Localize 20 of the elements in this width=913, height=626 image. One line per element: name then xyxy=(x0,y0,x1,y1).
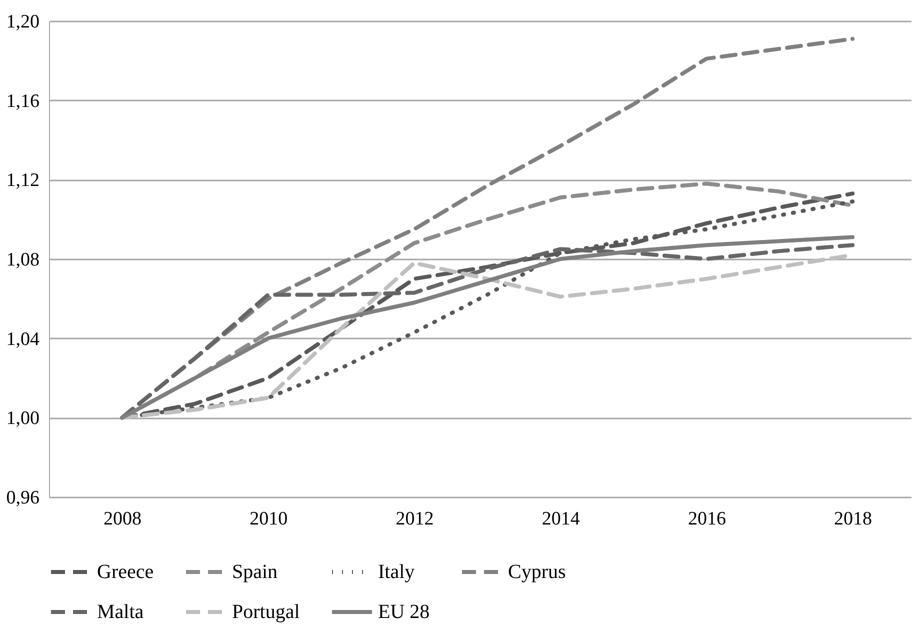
y-tick-label: 1,20 xyxy=(6,12,40,32)
x-tick-label: 2012 xyxy=(396,508,434,530)
legend-label: Malta xyxy=(97,601,144,623)
legend-label: Italy xyxy=(378,561,415,583)
legend-label: Portugal xyxy=(232,601,300,623)
y-tick-label: 1,08 xyxy=(6,250,40,270)
legend-label: EU 28 xyxy=(378,601,430,623)
x-tick-label: 2014 xyxy=(542,508,580,530)
legend-label: Spain xyxy=(232,561,278,583)
x-tick-label: 2016 xyxy=(688,508,726,530)
y-tick-label: 1,16 xyxy=(6,90,40,112)
x-tick-label: 2010 xyxy=(250,508,288,530)
legend-label: Cyprus xyxy=(508,561,566,583)
legend-label: Greece xyxy=(97,561,154,583)
x-tick-label: 2018 xyxy=(834,508,872,530)
y-tick-label: 1,00 xyxy=(6,408,40,430)
y-tick-label: 1,04 xyxy=(6,328,40,350)
x-tick-label: 2008 xyxy=(104,508,142,530)
y-tick-label: 0,96 xyxy=(6,488,40,508)
y-tick-label: 1,12 xyxy=(6,170,40,192)
